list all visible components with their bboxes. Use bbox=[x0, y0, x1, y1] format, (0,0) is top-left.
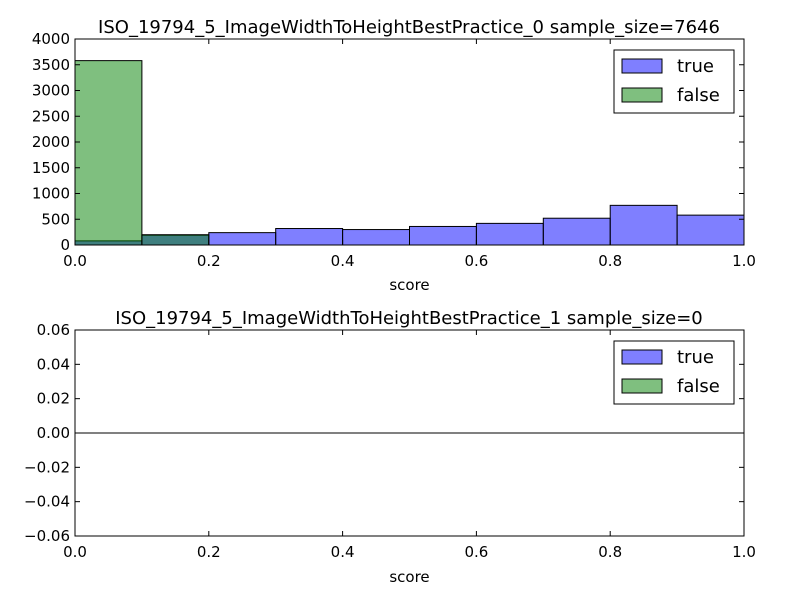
chart-1-bar-true-6 bbox=[475, 222, 544, 246]
chart-1-legend-true-label: true bbox=[677, 56, 714, 77]
chart-1-legend-false-label: false bbox=[677, 85, 720, 106]
chart-1-legend-false-swatch bbox=[621, 87, 663, 103]
chart-panel-2: ISO_19794_5_ImageWidthToHeightBestPracti… bbox=[24, 308, 756, 586]
chart-2-title: ISO_19794_5_ImageWidthToHeightBestPracti… bbox=[115, 308, 703, 329]
chart-2-y-tick-label: −0.06 bbox=[24, 527, 70, 545]
chart-1-bar-false-0 bbox=[74, 60, 143, 246]
chart-1-bar-true-4 bbox=[342, 229, 411, 246]
chart-1-y-tick-label: 500 bbox=[41, 210, 70, 228]
chart-1-bar-true-3 bbox=[275, 228, 344, 246]
chart-1-y-tick-label: 2000 bbox=[32, 133, 70, 151]
chart-1-legend-true-swatch bbox=[621, 58, 663, 74]
chart-1-x-axis-label: score bbox=[389, 276, 429, 294]
chart-1-x-tick-label: 0.8 bbox=[598, 252, 622, 270]
chart-2-legend: true false bbox=[613, 340, 735, 405]
chart-1-y-tick-label: 2500 bbox=[32, 107, 70, 125]
chart-2-y-tick-label: −0.04 bbox=[24, 493, 70, 511]
chart-1-y-tick-label: 3000 bbox=[32, 82, 70, 100]
chart-2-x-axis-label: score bbox=[389, 568, 429, 586]
chart-2-legend-false-label: false bbox=[677, 376, 720, 397]
chart-1-bar-true-2 bbox=[208, 232, 277, 246]
chart-1-y-tick-label: 1000 bbox=[32, 185, 70, 203]
chart-2-y-tick-label: −0.02 bbox=[24, 458, 70, 476]
chart-2-y-axis: −0.06 −0.04 −0.02 0.00 0.02 0.04 0.06 bbox=[24, 321, 744, 545]
chart-2-x-axis: 0.0 0.2 0.4 0.6 0.8 1.0 bbox=[63, 330, 756, 561]
chart-2-x-tick-label: 0.0 bbox=[63, 543, 87, 561]
chart-2-legend-true-swatch bbox=[621, 349, 663, 365]
chart-1-y-tick-label: 0 bbox=[60, 236, 70, 254]
chart-1-bar-true-7 bbox=[542, 217, 611, 246]
chart-1-title: ISO_19794_5_ImageWidthToHeightBestPracti… bbox=[98, 17, 720, 38]
chart-2-x-tick-label: 0.6 bbox=[464, 543, 488, 561]
chart-1-y-tick-label: 1500 bbox=[32, 159, 70, 177]
chart-1-bar-false-1 bbox=[141, 234, 210, 246]
chart-1-x-tick-label: 0.0 bbox=[63, 252, 87, 270]
chart-1-x-tick-label: 0.2 bbox=[197, 252, 221, 270]
chart-2-y-tick-label: 0.00 bbox=[37, 424, 70, 442]
chart-1-bar-true-8 bbox=[609, 204, 678, 246]
chart-2-legend-false-swatch bbox=[621, 378, 663, 394]
chart-2-x-tick-label: 1.0 bbox=[732, 543, 756, 561]
chart-1-bar-true-9 bbox=[676, 214, 745, 246]
chart-1-y-tick-label: 3500 bbox=[32, 56, 70, 74]
chart-1-x-tick-label: 1.0 bbox=[732, 252, 756, 270]
chart-1-legend: true false bbox=[613, 49, 735, 114]
chart-2-x-tick-label: 0.8 bbox=[598, 543, 622, 561]
chart-1-x-axis: 0.0 0.2 0.4 0.6 0.8 1.0 bbox=[63, 39, 756, 270]
chart-1-y-axis: 0 500 1000 1500 2000 2500 3000 3500 4000 bbox=[32, 30, 744, 254]
chart-1-bar-true-5 bbox=[409, 225, 477, 246]
chart-1-x-tick-label: 0.4 bbox=[331, 252, 355, 270]
chart-2-x-tick-label: 0.4 bbox=[331, 543, 355, 561]
chart-2-y-tick-label: 0.06 bbox=[37, 321, 70, 339]
chart-2-x-tick-label: 0.2 bbox=[197, 543, 221, 561]
chart-2-legend-true-label: true bbox=[677, 347, 714, 368]
chart-panel-1: ISO_19794_5_ImageWidthToHeightBestPracti… bbox=[32, 17, 756, 294]
chart-2-y-tick-label: 0.02 bbox=[37, 390, 70, 408]
chart-2-y-tick-label: 0.04 bbox=[37, 355, 70, 373]
chart-1-x-tick-label: 0.6 bbox=[464, 252, 488, 270]
chart-1-y-tick-label: 4000 bbox=[32, 30, 70, 48]
